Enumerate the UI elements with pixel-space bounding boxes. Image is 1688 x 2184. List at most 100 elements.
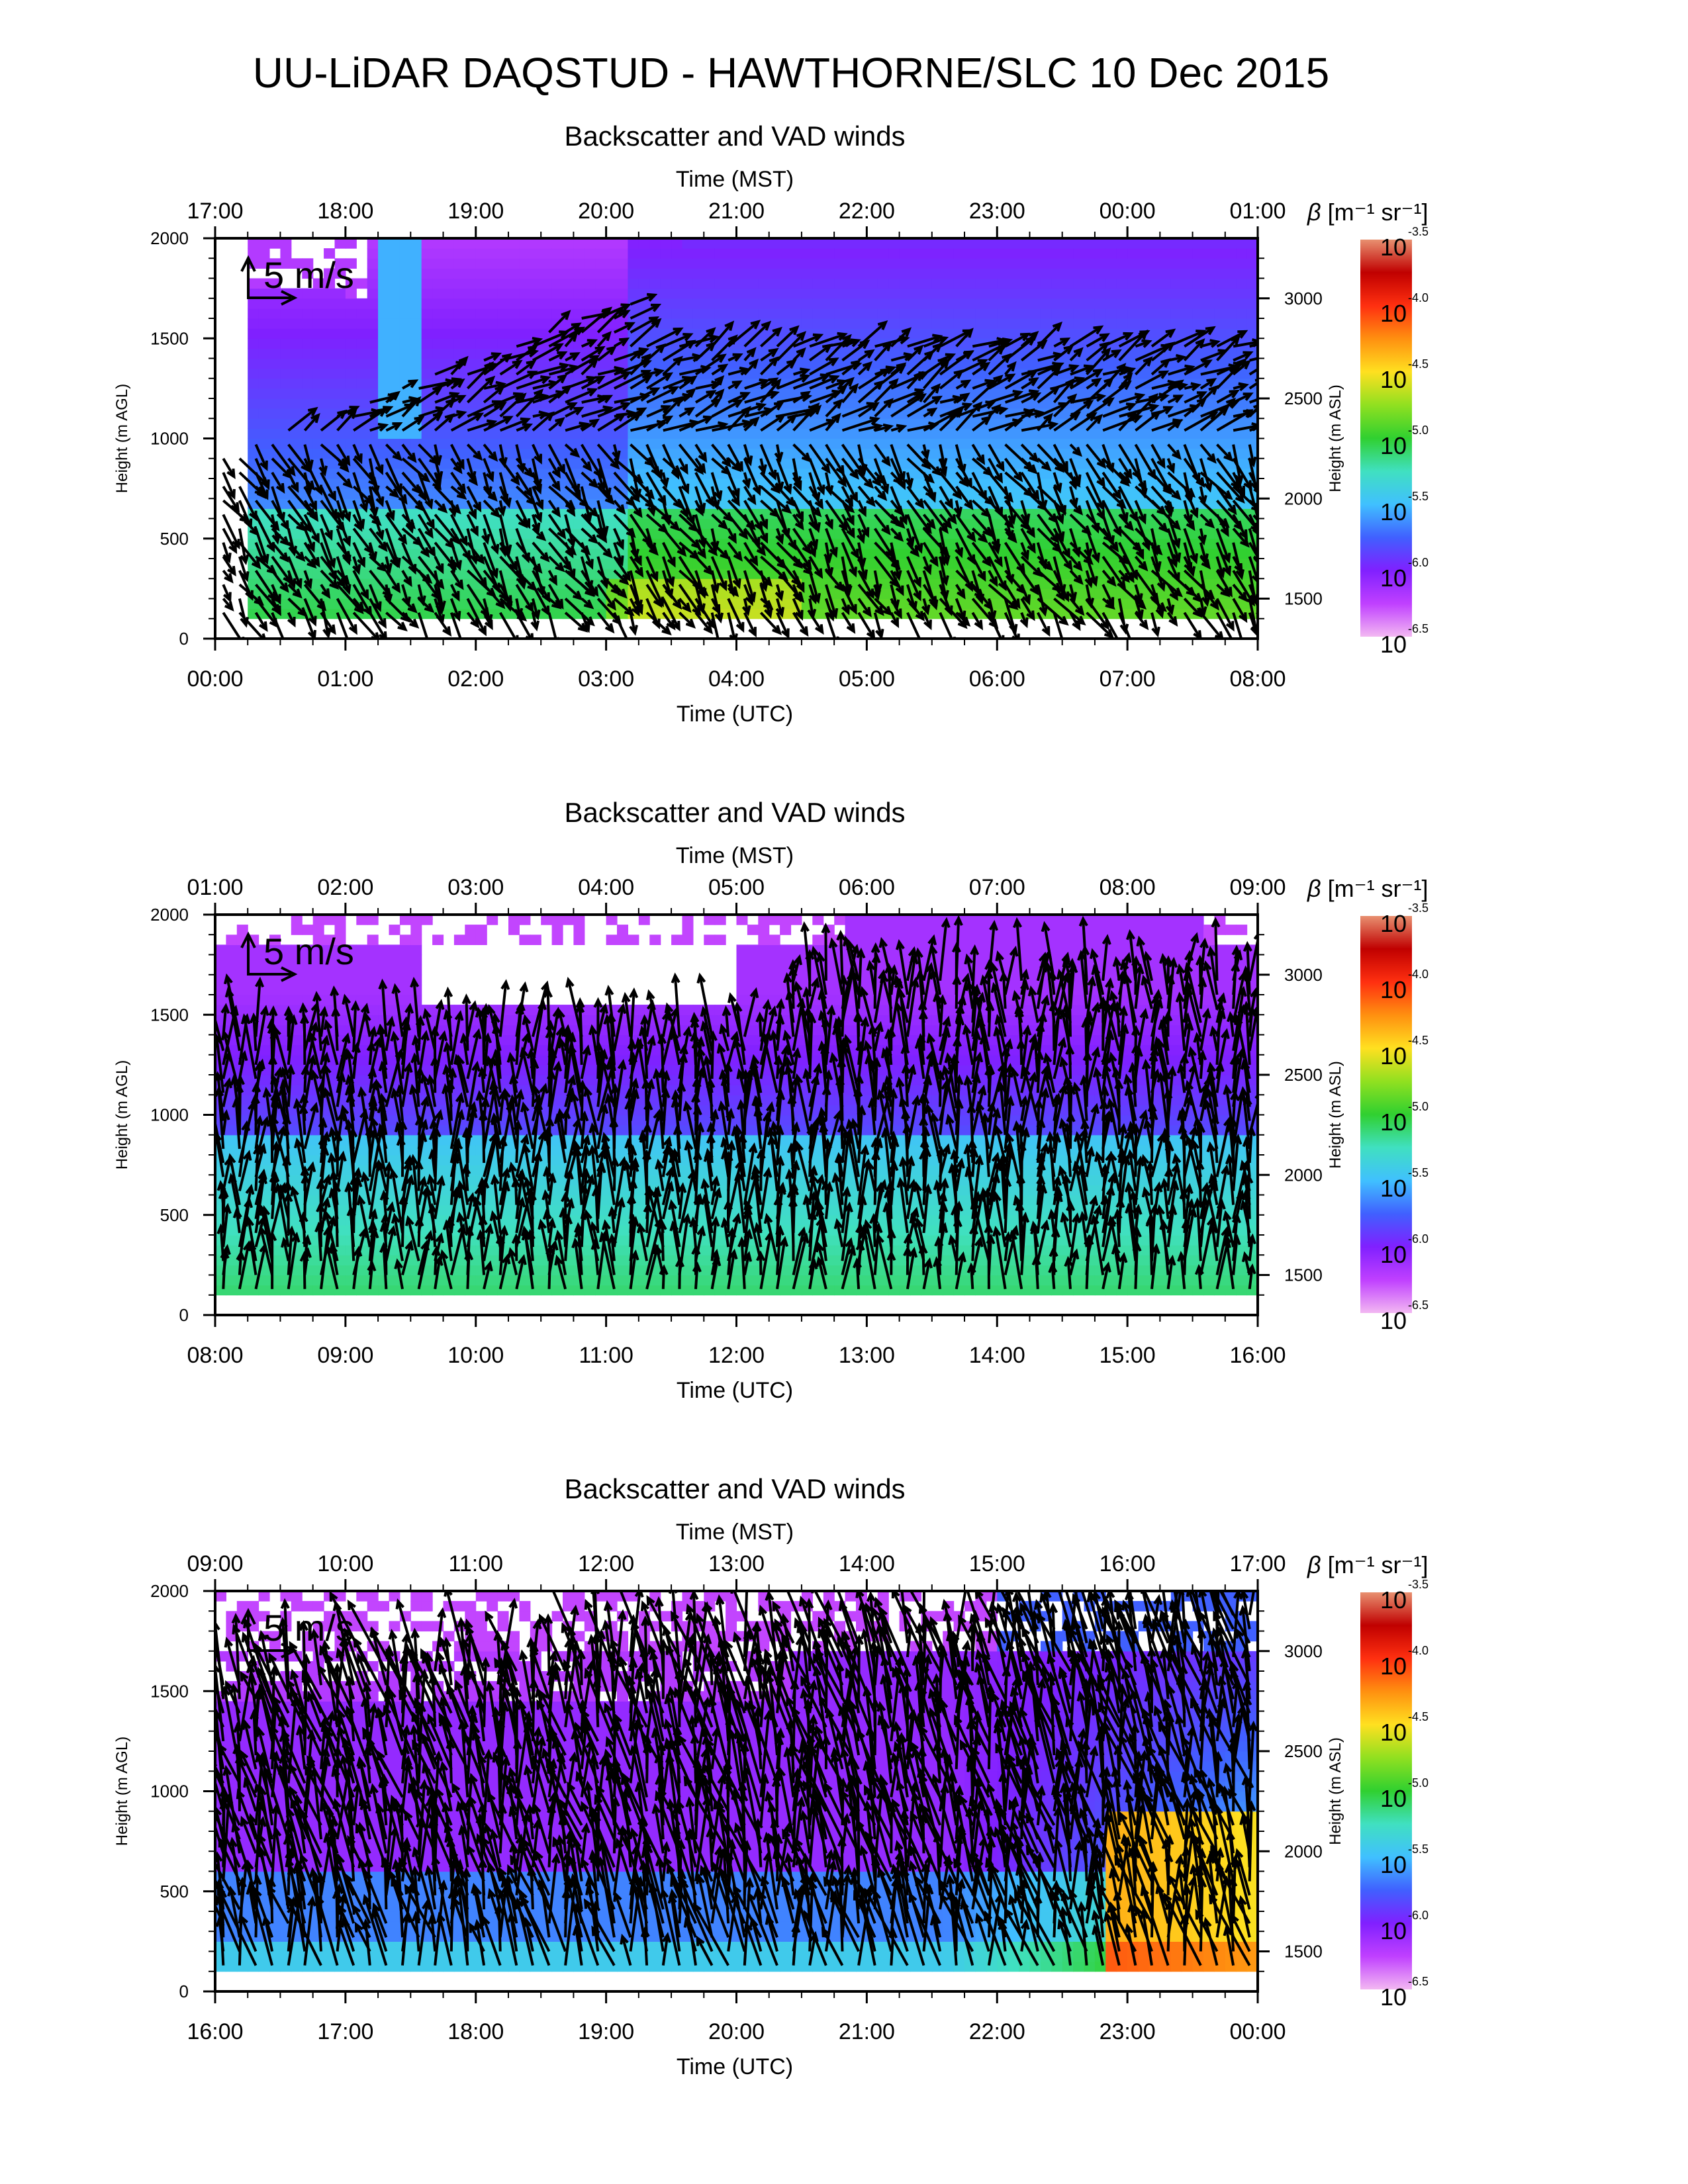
heatmap-cell: [953, 308, 965, 319]
heatmap-cell: [497, 288, 509, 299]
heatmap-cell: [682, 238, 694, 249]
heatmap-cell: [856, 298, 867, 309]
heatmap-cell: [1008, 318, 1019, 329]
heatmap-cell: [519, 258, 531, 269]
heatmap-cell: [269, 298, 281, 309]
heatmap-cell: [248, 368, 259, 379]
heatmap-cell: [1008, 248, 1019, 259]
heatmap-cell: [595, 298, 607, 309]
heatmap-cell: [726, 268, 737, 279]
heatmap-cell: [475, 288, 487, 299]
heatmap-cell: [1192, 248, 1204, 259]
heatmap-cell: [617, 238, 628, 249]
heatmap-cell: [758, 438, 770, 449]
heatmap-cell: [1062, 278, 1074, 289]
heatmap-cell: [888, 288, 900, 299]
heatmap-cell: [269, 238, 281, 249]
heatmap-cell: [421, 258, 433, 269]
heatmap-cell: [867, 538, 878, 549]
heatmap-cell: [399, 468, 411, 479]
heatmap-cell: [378, 238, 390, 249]
heatmap-cell: [899, 278, 911, 289]
heatmap-cell: [1225, 278, 1237, 289]
heatmap-cell: [1040, 508, 1052, 520]
heatmap-cell: [421, 559, 433, 569]
heatmap-cell: [421, 248, 433, 259]
heatmap-cell: [747, 438, 759, 449]
heatmap-cell: [834, 298, 846, 309]
heatmap-cell: [399, 318, 411, 329]
heatmap-cell: [704, 298, 716, 309]
heatmap-cell: [563, 278, 574, 289]
heatmap-cell: [1214, 238, 1226, 249]
heatmap-cell: [551, 298, 563, 309]
heatmap-cell: [487, 458, 498, 469]
heatmap-cell: [508, 288, 520, 299]
heatmap-cell: [1225, 238, 1237, 249]
heatmap-cell: [943, 258, 955, 269]
heatmap-cell: [964, 308, 976, 319]
heatmap-cell: [487, 278, 498, 289]
heatmap-cell: [595, 258, 607, 269]
heatmap-cell: [258, 308, 270, 319]
heatmap-cell: [421, 318, 433, 329]
heatmap-cell: [410, 428, 422, 439]
heatmap-cell: [443, 348, 455, 359]
heatmap-cell: [769, 288, 780, 299]
heatmap-cell: [280, 408, 292, 419]
heatmap-cell: [899, 458, 911, 469]
heatmap-cell: [1127, 488, 1139, 499]
heatmap-cell: [834, 448, 846, 459]
heatmap-cell: [823, 278, 835, 289]
heatmap-cell: [399, 288, 411, 299]
heatmap-cell: [617, 598, 628, 610]
heatmap-cell: [421, 368, 433, 379]
heatmap-cell: [269, 468, 281, 479]
heatmap-cell: [704, 248, 716, 259]
heatmap-cell: [1149, 278, 1160, 289]
heatmap-cell: [682, 268, 694, 279]
heatmap-cell: [291, 258, 303, 269]
heatmap-cell: [334, 318, 346, 329]
heatmap-cell: [997, 358, 1009, 369]
heatmap-cell: [986, 238, 998, 249]
heatmap-cell: [780, 438, 792, 449]
heatmap-cell: [269, 278, 281, 289]
heatmap-cell: [1116, 278, 1128, 289]
heatmap-cell: [280, 398, 292, 409]
heatmap-cell: [1192, 318, 1204, 329]
heatmap-cell: [1236, 298, 1248, 309]
heatmap-cell: [899, 548, 911, 559]
heatmap-cell: [964, 368, 976, 379]
heatmap-cell: [378, 488, 390, 499]
heatmap-cell: [258, 248, 270, 259]
heatmap-cell: [475, 348, 487, 359]
heatmap-cell: [964, 488, 976, 499]
heatmap-cell: [453, 278, 465, 289]
heatmap-cell: [389, 308, 400, 319]
heatmap-cell: [269, 398, 281, 409]
heatmap-cell: [291, 559, 303, 569]
heatmap-cell: [747, 298, 759, 309]
heatmap-cell: [345, 298, 357, 309]
heatmap-cell: [1203, 288, 1215, 299]
heatmap-cell: [726, 388, 737, 399]
heatmap-cell: [345, 318, 357, 329]
heatmap-cell: [541, 318, 553, 329]
heatmap-cell: [812, 288, 824, 299]
heatmap-cell: [975, 308, 987, 319]
heatmap-cell: [1040, 248, 1052, 259]
heatmap-cell: [487, 408, 498, 419]
heatmap-cell: [1170, 238, 1182, 249]
heatmap-cell: [910, 428, 921, 439]
heatmap-cell: [324, 598, 336, 610]
heatmap-cell: [367, 278, 379, 289]
heatmap-cell: [367, 428, 379, 439]
heatmap-cell: [953, 288, 965, 299]
heatmap-cell: [899, 298, 911, 309]
heatmap-cell: [1062, 318, 1074, 329]
heatmap-cell: [410, 358, 422, 369]
heatmap-cell: [823, 428, 835, 439]
heatmap-cell: [487, 238, 498, 249]
heatmap-cell: [1073, 288, 1085, 299]
